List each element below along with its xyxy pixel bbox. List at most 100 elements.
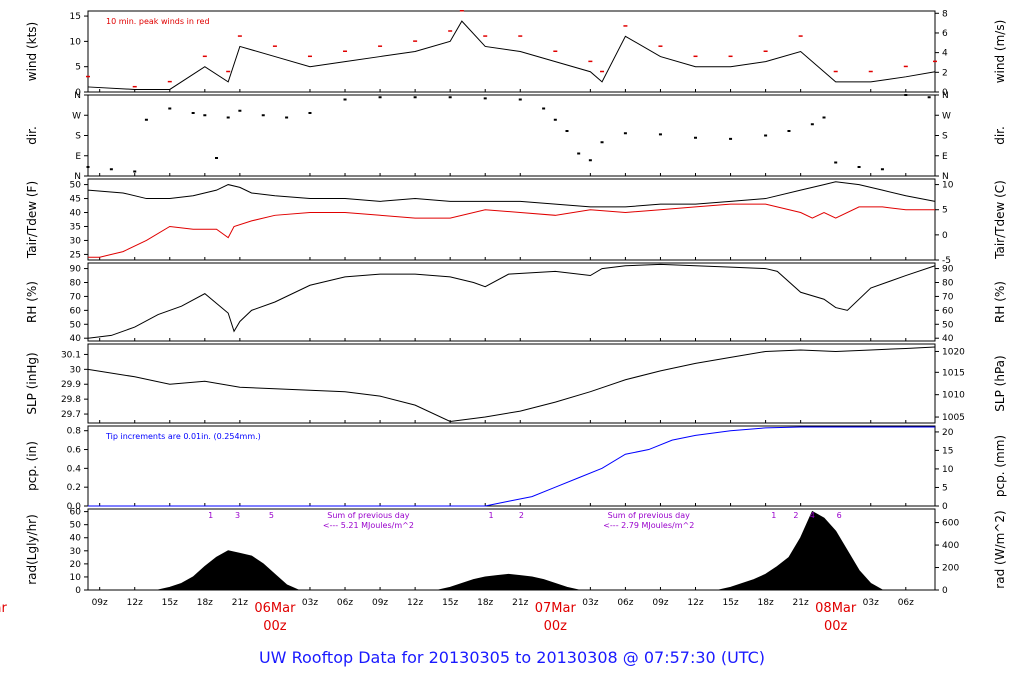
x-tick-label: 12z: [687, 598, 703, 608]
rad-note-line2: <--- 5.21 MJoules/m^2: [323, 521, 414, 530]
rad-left-tick-label: 60: [70, 508, 82, 518]
slp-left-tick-label: 29.9: [61, 380, 81, 390]
rad-left-tick-label: 10: [70, 573, 82, 583]
wind-left-tick-label: 0: [75, 88, 81, 98]
sun-tick-label: 1: [489, 511, 494, 520]
rh-right-tick-label: 60: [942, 306, 954, 316]
dir-point: [857, 166, 861, 168]
pcp-right-axis-label: pcp. (mm): [993, 435, 1007, 497]
pcp-left-tick-label: 0.2: [67, 483, 81, 493]
dir-right-tick-label: E: [942, 152, 948, 162]
dir-left-tick-label: N: [74, 172, 81, 182]
rh-right-tick-label: 40: [942, 334, 954, 344]
dir-point: [448, 96, 452, 99]
wind-peak-mark: [518, 35, 523, 37]
dir-right-tick-label: W: [942, 111, 951, 121]
dir-point: [565, 130, 569, 132]
wind-peak-mark: [202, 55, 207, 58]
wind-right-tick-label: 6: [942, 29, 948, 39]
dir-point: [834, 161, 838, 164]
wind-peak-mark: [933, 60, 937, 63]
dir-left-tick-label: E: [75, 152, 81, 162]
slp-left-tick-label: 30.1: [61, 350, 81, 360]
x-tick-label: 03z: [302, 598, 318, 608]
wind-peak-mark: [763, 50, 768, 52]
dir-point: [226, 116, 230, 119]
pcp-left-tick-label: 0.0: [67, 502, 82, 512]
rh-left-tick-label: 60: [70, 306, 82, 316]
rh-right-tick-label: 90: [942, 265, 954, 275]
wind-right-tick-label: 8: [942, 9, 948, 19]
pcp-left-tick-label: 0.8: [67, 427, 82, 437]
x-tick-label: 21z: [512, 598, 528, 608]
figure-title: UW Rooftop Data for 20130305 to 20130308…: [258, 648, 766, 667]
wind-panel: 0 5 10 15 0 2 4 6 8 wind (kts) wind (m/s) 10 min. p…: [25, 9, 1007, 98]
rh-left-tick-label: 40: [70, 334, 82, 344]
x-tick-label: 03z: [863, 598, 879, 608]
wind-peak-mark: [343, 50, 348, 52]
slp-right-tick-label: 1015: [942, 368, 965, 378]
temp-right-axis-label: Tair/Tdew (C): [993, 180, 1007, 260]
rad-right-tick-label: 400: [942, 541, 959, 551]
dir-point: [904, 94, 908, 96]
temp-right-tick-label: 0: [942, 231, 948, 241]
rh-right-tick-label: 70: [942, 292, 954, 302]
x-tick-label: 06z: [898, 598, 914, 608]
wind-right-tick-label: 2: [942, 68, 948, 78]
x-tick-label: 12z: [127, 598, 143, 608]
wind-peak-mark: [903, 65, 908, 68]
slp-right-tick-label: 1020: [942, 347, 965, 357]
dir-point: [483, 97, 487, 100]
x-tick-label: 09z: [372, 598, 388, 608]
wind-peak-mark: [833, 70, 838, 73]
rh-left-tick-label: 90: [70, 265, 82, 275]
wind-peak-mark: [693, 55, 698, 58]
sun-tick-label: 2: [519, 511, 524, 520]
rh-right-tick-label: 50: [942, 320, 954, 330]
pcp-right-tick-label: 0: [942, 502, 948, 512]
wind-peak-mark: [553, 50, 558, 52]
wind-peak-mark: [237, 35, 242, 37]
wind-peak-mark: [86, 75, 90, 78]
x-tick-label: 15z: [162, 598, 178, 608]
pcp-left-tick-label: 0.6: [67, 446, 82, 456]
dir-left-tick-label: W: [72, 111, 81, 121]
wind-left-tick-label: 15: [70, 12, 81, 22]
dir-point: [577, 152, 581, 155]
dir-point: [729, 137, 733, 140]
dir-point: [144, 118, 148, 121]
slp-series-line: [87, 346, 936, 423]
dir-point: [658, 133, 662, 136]
pcp-right-tick-label: 5: [942, 483, 948, 493]
dir-point: [191, 112, 195, 114]
pcp-left-tick-label: 0.4: [67, 464, 82, 474]
temp-left-tick-label: 40: [70, 209, 82, 219]
temp-left-tick-label: 50: [70, 181, 82, 191]
dir-point: [109, 168, 113, 171]
wind-peak-mark: [226, 70, 231, 73]
temp-series-line: [88, 203, 935, 258]
rad-left-axis-label: rad(Lgly/hr): [25, 514, 39, 585]
slp-right-tick-label: 1010: [942, 391, 965, 401]
x-tick-label: 12z: [407, 598, 423, 608]
sun-tick-label: 2: [793, 511, 798, 520]
dir-right-tick-label: S: [942, 132, 948, 142]
rad-right-tick-label: 200: [942, 564, 959, 574]
dir-right-axis-label: dir.: [993, 126, 1007, 145]
day-date-label: 06Mar: [254, 601, 296, 616]
rh-left-tick-label: 80: [70, 279, 82, 289]
pcp-panel: 0.0 0.2 0.4 0.6 0.8 0 5 10 15 20 pcp. (in) pcp. (mm…: [25, 425, 1007, 512]
rh-right-tick-label: 80: [942, 279, 954, 289]
dir-left-tick-label: N: [74, 91, 81, 101]
rad-note-line1: Sum of previous day: [608, 511, 690, 520]
slp-right-axis-label: SLP (hPa): [993, 355, 1007, 411]
dir-point: [623, 132, 627, 135]
day-date-label: 08Mar: [815, 601, 857, 616]
slp-left-tick-label: 29.7: [61, 410, 81, 420]
sun-tick-label: 1: [771, 511, 776, 520]
dir-point: [168, 107, 172, 110]
rh-right-axis-label: RH (%): [993, 281, 1007, 323]
wind-peak-mark: [413, 40, 418, 42]
